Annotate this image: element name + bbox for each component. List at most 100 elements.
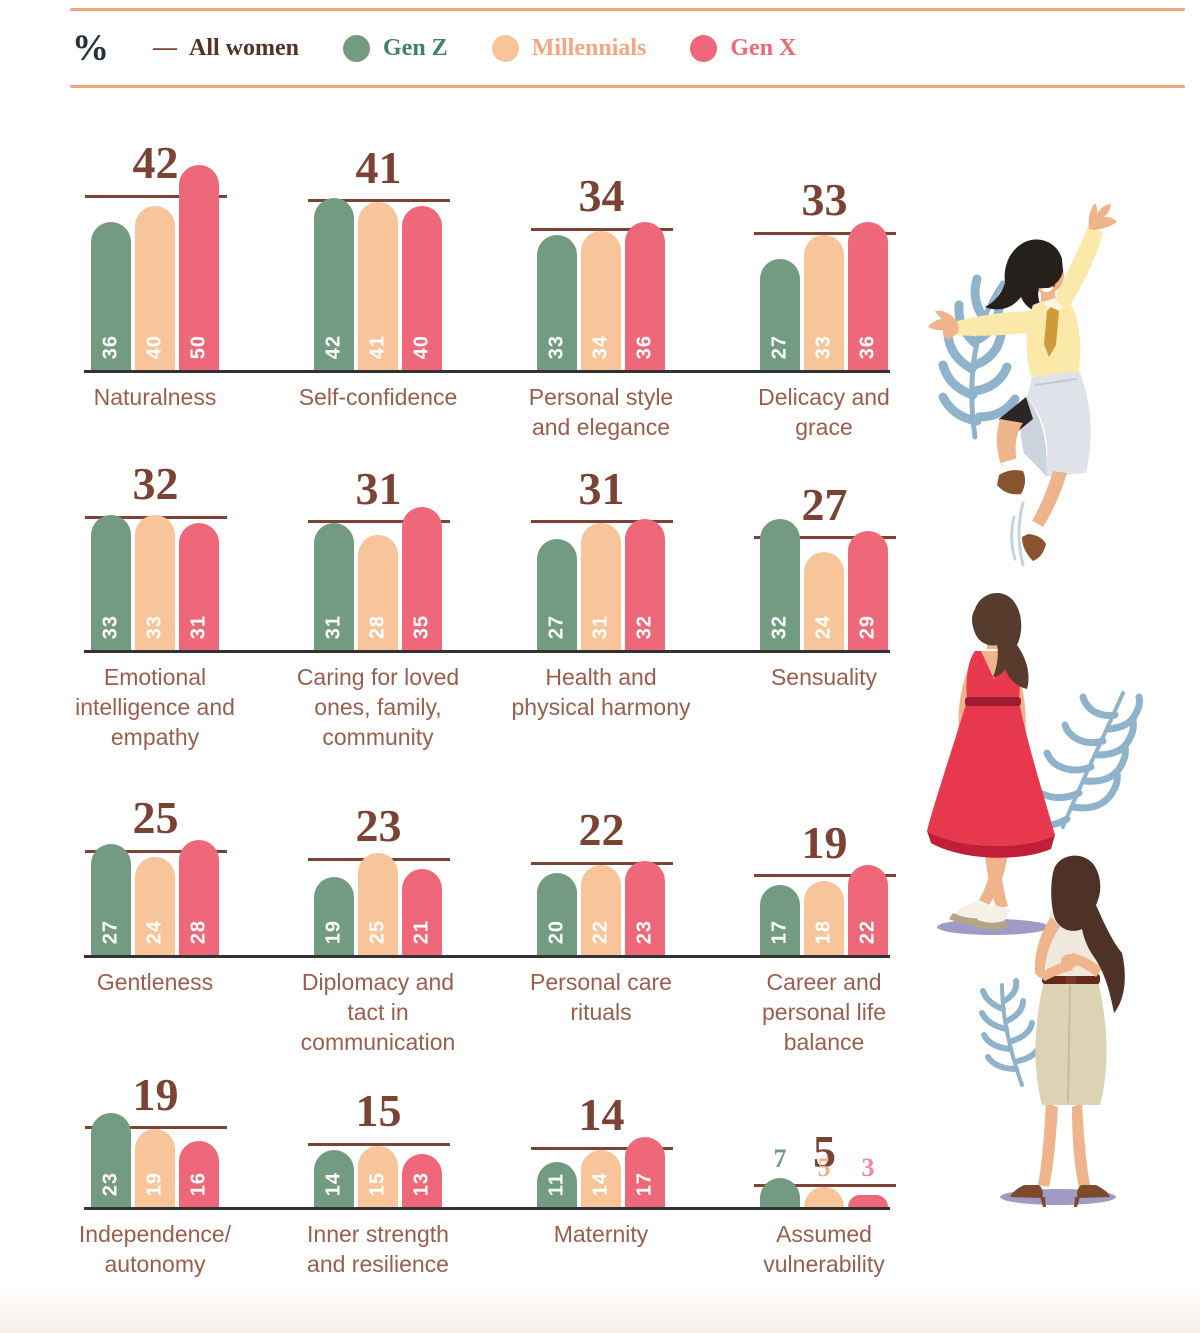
bar-value-label: 27 [99,919,122,944]
bar-value-label: 33 [99,614,122,639]
group-label: Emotional intelligence and empathy [75,664,235,750]
bar-value-label: 14 [589,1171,612,1196]
bar-millennials: 41 [358,201,398,370]
bar-value-label: 23 [633,919,656,944]
bar-cluster: 32 24 29 [760,518,888,650]
bar-value-label: 36 [633,334,656,359]
bar-value-label: 32 [768,614,791,639]
gen-z-label: Gen Z [383,34,448,61]
legend-gen-x: Gen X [690,34,796,62]
bar-millennials: 28 [358,535,398,650]
bar-gen-z: 20 [537,873,577,955]
bar-cluster: 11 14 17 [537,1137,665,1207]
all-women-line-swatch: — [153,34,177,61]
bar-value-label: 35 [410,614,433,639]
gen-z-dot-icon [343,34,370,62]
bar-cluster: 31 28 35 [314,506,442,650]
bar-millennials: 24 [804,551,844,650]
legend-divider [70,85,1185,88]
bar-gen-z: 23 [91,1112,131,1207]
bar-gen-x: 35 [402,506,442,650]
bar-value-label: 16 [187,1171,210,1196]
bar-value-label: 42 [322,334,345,359]
bar-cluster: 36 40 50 [91,165,219,370]
chart-baseline [84,1207,890,1210]
bar-group: 33 27 33 36 Delicacy and grace [713,130,936,440]
chart-baseline [84,955,890,958]
millennials-dot-icon [491,34,519,62]
group-label: Personal care rituals [530,969,672,1025]
bar-cluster: 20 22 23 [537,860,665,955]
group-label: Health and physical harmony [511,664,691,720]
bar-millennials: 18 [804,881,844,955]
bar-cluster: 27 31 32 [537,518,665,650]
bar-cluster: 33 34 36 [537,222,665,370]
bar-gen-z: 33 [91,514,131,650]
group-value: 42 [132,137,179,189]
bar-value-label: 33 [812,334,835,359]
bar-millennials: 33 [804,234,844,370]
bar-group: 25 27 24 28 Gentleness [44,715,267,995]
bar-value-label: 41 [366,334,389,359]
all-women-line [754,536,896,540]
group-label: Assumed vulnerability [763,1221,885,1277]
group-value: 22 [578,804,625,856]
bar-value-label: 32 [633,614,656,639]
bar-gen-z: 31 [314,522,354,650]
group-value: 14 [578,1089,625,1141]
bar-value-label: 17 [768,919,791,944]
bar-gen-z: 42 [314,197,354,370]
bar-gen-z: 14 [314,1149,354,1207]
bar-value-label: 40 [410,334,433,359]
bar-value-label: 24 [143,919,166,944]
bar-value-label: 28 [366,614,389,639]
bar-value-label: 18 [812,919,835,944]
group-value: 31 [355,462,402,514]
bar-cluster: 19 25 21 [314,852,442,955]
bar-gen-x: 50 [179,165,219,370]
group-value: 19 [132,1068,179,1120]
bar-group: 34 33 34 36 Personal style and elegance [490,130,713,439]
bar-cluster: 33 33 31 [91,514,219,650]
bar-value-label: 19 [322,919,345,944]
bar-group: 42 36 40 50 Naturalness [44,130,267,410]
percent-symbol: % [72,27,109,69]
bar-gen-x [848,1194,888,1207]
group-label: Delicacy and grace [758,384,890,440]
bar-group: 23 19 25 21 Diplomacy and tact in communic… [267,715,490,1055]
group-label: Maternity [553,1221,649,1247]
group-label: Personal style and elegance [528,384,674,440]
bar-value-label: 7 [773,1144,787,1174]
bar-millennials: 40 [135,206,175,370]
bar-value-label: 36 [856,334,879,359]
group-value: 15 [355,1085,402,1137]
all-women-line [531,519,673,523]
bar-value-label: 23 [99,1171,122,1196]
all-women-line [531,861,673,865]
bar-cluster [760,1178,888,1207]
bar-group: 15 14 15 13 Inner strength and resilience [267,967,490,1277]
bar-group: 22 20 22 23 Personal care rituals [490,715,713,1025]
bar-gen-x: 17 [625,1137,665,1207]
bar-value-label: 50 [187,334,210,359]
bar-millennials: 34 [581,230,621,370]
group-label: Inner strength and resilience [307,1221,449,1277]
bar-value-label: 33 [143,614,166,639]
bar-group: 19 23 19 16 Independence/ autonomy [44,967,267,1277]
woman-in-red-dress-illustration [927,592,1143,935]
bar-gen-x: 31 [179,522,219,650]
red-dress-figure [927,592,1055,935]
all-women-line [531,1146,673,1150]
group-label: Caring for loved ones, family, community [296,664,460,750]
bar-cluster: 14 15 13 [314,1145,442,1207]
bar-value-label: 5 [817,1152,831,1182]
bar-value-label: 31 [187,614,210,639]
bar-gen-z: 27 [91,844,131,955]
bar-group: 41 42 41 40 Self-confidence [267,130,490,410]
bar-gen-z: 17 [760,885,800,955]
bar-value-label: 22 [856,919,879,944]
plant-branch-icon [938,274,1020,440]
bar-value-label: 29 [856,614,879,639]
group-label: Naturalness [93,384,217,410]
all-women-line [531,227,673,231]
